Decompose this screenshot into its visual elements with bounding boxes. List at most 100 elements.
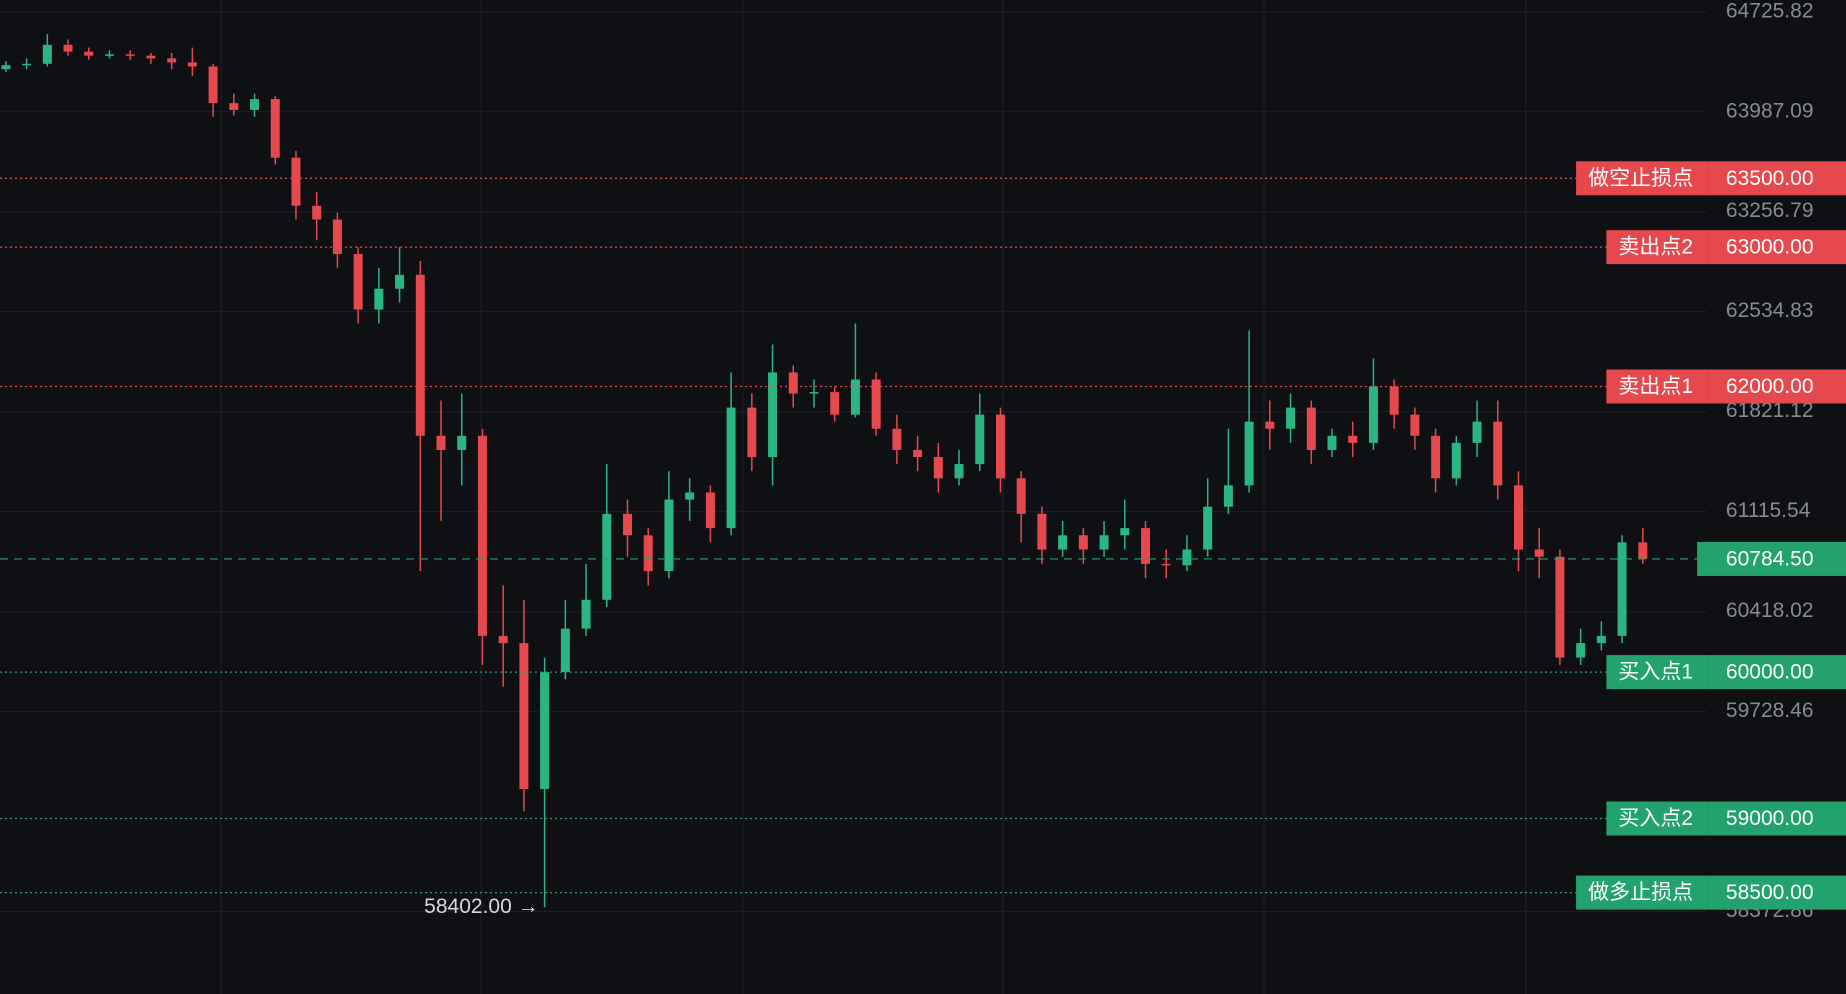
level-name: 做空止损点 [1588,167,1693,190]
candle-body [1451,442,1461,479]
level-name-box [1606,655,1708,690]
candle-body [1555,556,1565,658]
candle-body [581,599,591,629]
level-price-box [1707,161,1846,196]
candle-body [1099,535,1109,550]
candle-body [395,274,405,289]
candle-body [809,392,819,394]
level-name-box [1606,230,1708,265]
candle-body [1120,528,1130,536]
candle-body [498,635,508,644]
y-tick-label: 61115.54 [1726,499,1811,522]
level-price: 63500.00 [1726,167,1814,190]
low-marker: 58402.00 → [424,895,538,918]
candle-body [146,55,156,59]
candle-body [1410,414,1420,436]
candle-body [560,628,570,673]
candle-body [374,288,384,310]
candle-body [892,428,902,450]
candle-body [42,44,52,64]
candle-body [643,535,653,572]
candle-body [1576,643,1586,658]
level-name: 卖出点2 [1618,236,1693,259]
candle-body [1389,386,1399,415]
level-price: 62000.00 [1726,375,1814,398]
candle-body [1348,435,1358,443]
level-price: 59000.00 [1726,807,1814,830]
candle-body [1306,407,1316,450]
candle-body [1472,421,1482,443]
candle-body [1638,542,1648,559]
candle-body [602,513,612,600]
candle-body [1368,386,1378,443]
candle-body [1037,513,1047,550]
candle-body [1058,535,1068,550]
level-name: 买入点2 [1618,807,1693,830]
candle-body [125,54,135,56]
candle-body [270,99,280,158]
candle-body [1244,421,1254,486]
candle-body [229,103,239,110]
candle-body [1327,435,1337,450]
candle-body [830,392,840,415]
candle-body [477,435,487,636]
level-name: 做多止损点 [1588,881,1693,904]
candle-body [913,449,923,458]
candle-body [1534,549,1544,557]
level-name-box [1576,875,1708,910]
candle-body [705,492,715,529]
candle-body [933,457,943,479]
candle-body [768,372,778,458]
y-tick-label: 59728.46 [1726,699,1814,722]
candle-body [167,58,177,63]
y-tick-label: 63987.09 [1726,99,1814,122]
last-price-box [1697,541,1846,576]
candle-body [1078,535,1088,550]
candle-body [1617,542,1627,636]
candle-body [975,414,985,465]
candle-body [250,99,260,110]
candle-body [208,66,218,104]
candle-body [353,254,363,310]
last-price-label: 60784.50 [1726,547,1814,570]
candle-body [519,643,529,790]
level-price-box [1707,875,1846,910]
candle-body [1431,435,1441,479]
level-price-box [1707,369,1846,404]
candle-body [1493,421,1503,486]
candle-body [726,407,736,529]
candle-body [622,513,632,536]
candle-body [954,464,964,479]
candle-body [788,372,798,394]
candle-body [1596,635,1606,644]
level-name: 卖出点1 [1618,375,1693,398]
candle-body [1182,549,1192,566]
y-tick-label: 63256.79 [1726,199,1814,222]
level-name-box [1606,801,1708,836]
candle-body [540,672,550,790]
candle-body [1223,485,1233,507]
candle-body [22,63,32,66]
level-name-box [1606,369,1708,404]
level-price: 58500.00 [1726,881,1814,904]
candle-body [457,435,467,450]
candle-body [1203,506,1213,550]
candle-body [291,157,301,206]
candle-body [995,414,1005,479]
level-name: 买入点1 [1618,661,1693,684]
candle-body [415,274,425,436]
candle-body [104,54,114,56]
y-tick-label: 62534.83 [1726,299,1814,322]
candle-body [187,62,197,67]
candle-body [871,379,881,429]
candle-body [664,499,674,572]
candle-body [747,407,757,458]
candle-body [1161,563,1171,566]
level-price-box [1707,230,1846,265]
y-tick-label: 60418.02 [1726,599,1814,622]
candle-body [63,44,73,52]
price-grid: 64725.82 63987.09 63256.79 62534.83 61821.12… [0,0,1814,922]
candle-body [1286,407,1296,429]
